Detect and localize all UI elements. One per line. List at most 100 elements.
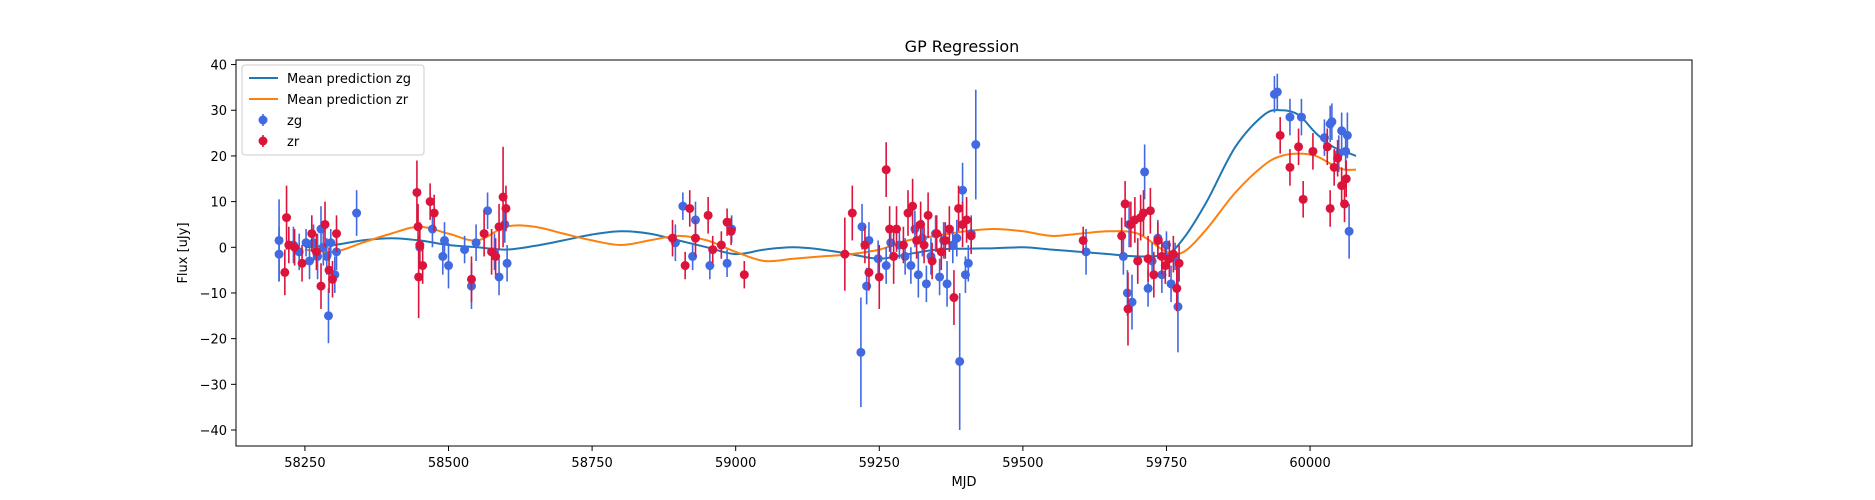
data-point-zr [726,217,736,246]
data-point-zr [1123,272,1133,346]
y-tick-label: 0 [219,241,227,256]
point-marker [1327,117,1337,127]
x-tick-label: 58250 [284,456,325,471]
data-point-zr [324,247,334,293]
point-marker [320,219,330,229]
data-point-zg [881,247,891,284]
plot-frame [235,59,1693,447]
data-point-zg [942,260,952,307]
point-marker [954,203,964,213]
point-marker [1120,199,1130,209]
point-marker [685,203,695,213]
point-marker [418,261,428,271]
point-marker [856,347,866,357]
data-point-zr [685,190,695,227]
data-point-zr [280,249,290,296]
data-point-zg [722,249,732,277]
point-marker [1173,302,1183,312]
point-marker [921,279,931,289]
data-point-zr [491,238,501,275]
point-marker [955,356,965,366]
point-marker [323,311,333,321]
point-marker [471,238,481,248]
point-marker [927,256,937,266]
data-point-zr [703,197,713,234]
point-marker [1172,283,1182,293]
point-marker [1340,199,1350,209]
observation-points [274,73,1354,431]
legend-marker [258,136,268,146]
point-marker [1117,231,1127,241]
data-point-zr [1325,190,1335,227]
data-point-zr [1157,238,1167,275]
point-marker [322,251,332,261]
data-point-zg [274,226,284,282]
point-marker [466,274,476,284]
point-marker [1341,146,1351,156]
point-marker [881,261,891,271]
x-tick-label: 59500 [1002,456,1043,471]
data-point-zg [1296,98,1306,136]
point-marker [898,240,908,250]
data-point-zr [1078,226,1088,255]
data-point-zr [1329,149,1339,186]
point-marker [1123,304,1133,314]
point-marker [962,215,972,225]
data-point-zr [466,256,476,303]
point-marker [903,208,913,218]
data-point-zr [889,229,899,284]
point-marker [1341,174,1351,184]
point-marker [1294,142,1304,152]
data-point-zr [1160,247,1170,284]
y-tick-label: 30 [210,104,227,119]
data-point-zg [1127,274,1137,330]
data-point-zr [919,226,929,264]
x-tick-label: 60000 [1289,456,1330,471]
point-marker [908,201,918,211]
point-marker [1160,261,1170,271]
y-tick-label: −10 [200,287,227,302]
point-marker [425,197,435,207]
point-marker [708,245,718,255]
point-marker [413,222,423,232]
data-point-zr [716,231,726,259]
point-marker [862,281,872,291]
data-point-zg [352,190,362,236]
point-marker [316,281,326,291]
data-point-zr [916,201,926,248]
y-axis-label: Flux [uJy] [176,222,191,283]
data-point-zr [1138,190,1148,236]
data-point-zr [847,185,857,241]
point-marker [705,261,715,271]
data-point-zr [708,235,718,264]
data-point-zg [921,265,931,303]
point-marker [414,272,424,282]
data-point-zr [680,251,690,280]
point-marker [919,240,929,250]
data-point-zr [332,215,342,252]
point-marker [726,226,736,236]
point-marker [1157,251,1167,261]
data-point-zg [952,219,962,257]
y-axis-ticks: −40 −30 −20 −10 0 10 20 30 40 [200,59,236,439]
point-marker [906,261,916,271]
point-marker [881,165,891,175]
data-point-zg [502,245,512,282]
data-point-zg [705,251,715,280]
point-marker [444,261,454,271]
point-marker [301,238,311,248]
point-marker [460,245,470,255]
point-marker [438,251,448,261]
data-point-zr [690,219,700,257]
data-point-zr [1153,222,1163,259]
point-marker [949,293,959,303]
data-point-zr [311,233,321,271]
data-point-zg [1140,144,1150,200]
point-marker [963,258,973,268]
data-point-zg [955,292,965,431]
legend-label-zr: zr [287,135,300,150]
point-marker [427,224,437,234]
point-marker [874,272,884,282]
point-marker [703,210,713,220]
